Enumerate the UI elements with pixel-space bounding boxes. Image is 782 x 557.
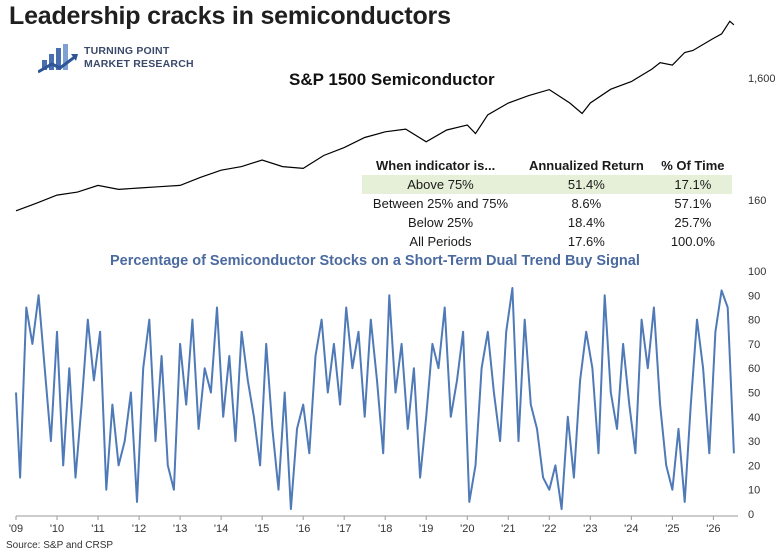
table-cell: 25.7% — [674, 215, 712, 230]
x-tick-label: '14 — [214, 523, 228, 535]
x-tick-label: '23 — [583, 523, 597, 535]
x-tick-label: '13 — [173, 523, 187, 535]
brand-name: TURNING POINT MARKET RESEARCH — [84, 45, 194, 70]
x-tick-label: '12 — [132, 523, 146, 535]
indicator-chart: 0 10 20 30 40 50 60 70 80 90 100 '09 '10 '11 '12 '13 '14… — [9, 266, 767, 535]
x-tick-label: '20 — [460, 523, 474, 535]
source-note: Source: S&P and CRSP — [6, 540, 114, 551]
x-tick-label: '11 — [91, 523, 105, 535]
x-tick-label: '18 — [378, 523, 392, 535]
chart-title: Leadership cracks in semiconductors — [9, 2, 451, 30]
indicator-y-tick-label: 10 — [748, 485, 760, 497]
table-row: Above 75% 51.4% 17.1% — [362, 175, 732, 194]
x-tick-label: '09 — [9, 523, 23, 535]
stats-table: When indicator is... Annualized Return %… — [362, 155, 732, 251]
indicator-series-line — [15, 287, 735, 511]
table-row: All Periods 17.6% 100.0% — [362, 232, 732, 251]
indicator-y-tick-label: 20 — [748, 460, 760, 472]
table-cell: 8.6% — [571, 196, 602, 211]
x-tick-label: '19 — [419, 523, 433, 535]
x-tick-label: '24 — [624, 523, 638, 535]
x-tick-label: '21 — [501, 523, 515, 535]
table-cell: 51.4% — [519, 175, 654, 194]
table-header-cell: When indicator is... — [376, 157, 496, 173]
table-cell: 17.1% — [653, 175, 732, 194]
x-tick-label: '10 — [50, 523, 64, 535]
indicator-y-tick-label: 100 — [748, 266, 766, 278]
x-tick-label: '17 — [337, 523, 351, 535]
table-header-cell: Annualized Return — [528, 157, 644, 173]
indicator-y-tick-label: 40 — [748, 412, 760, 424]
table-cell: Above 75% — [362, 175, 519, 194]
table-cell: Between 25% and 75% — [372, 196, 509, 211]
table-cell: 17.6% — [567, 234, 605, 249]
indicator-y-tick-label: 0 — [748, 509, 754, 521]
table-header-cell: % Of Time — [661, 157, 725, 173]
x-tick-label: '26 — [706, 523, 720, 535]
turning-point-logo-icon — [38, 44, 78, 74]
price-y-tick-label: 160 — [748, 195, 766, 207]
price-chart-title: S&P 1500 Semiconductor — [289, 70, 495, 89]
table-header-row: When indicator is... Annualized Return %… — [362, 155, 732, 175]
table-cell: 100.0% — [670, 234, 715, 249]
table-cell: 18.4% — [567, 215, 605, 230]
table-cell: Below 25% — [407, 215, 474, 230]
price-series-line — [15, 20, 735, 212]
indicator-y-tick-label: 80 — [748, 315, 760, 327]
indicator-y-tick-label: 90 — [748, 290, 760, 302]
indicator-y-tick-label: 60 — [748, 363, 760, 375]
x-tick-label: '25 — [665, 523, 679, 535]
table-cell: All Periods — [409, 234, 472, 249]
brand-line-2: MARKET RESEARCH — [84, 57, 194, 70]
indicator-chart-title: Percentage of Semiconductor Stocks on a … — [110, 253, 640, 269]
price-chart: 1,600 160 — [15, 20, 776, 212]
indicator-y-tick-label: 50 — [748, 388, 760, 400]
indicator-y-tick-label: 30 — [748, 436, 760, 448]
x-tick-label: '22 — [542, 523, 556, 535]
x-tick-label: '15 — [255, 523, 269, 535]
x-tick-label: '16 — [296, 523, 310, 535]
indicator-y-tick-label: 70 — [748, 339, 760, 351]
price-y-tick-label: 1,600 — [748, 73, 776, 85]
table-cell: 57.1% — [674, 196, 712, 211]
table-row: Between 25% and 75% 8.6% 57.1% — [362, 194, 732, 213]
table-row: Below 25% 18.4% 25.7% — [362, 213, 732, 232]
brand-line-1: TURNING POINT — [84, 45, 170, 57]
